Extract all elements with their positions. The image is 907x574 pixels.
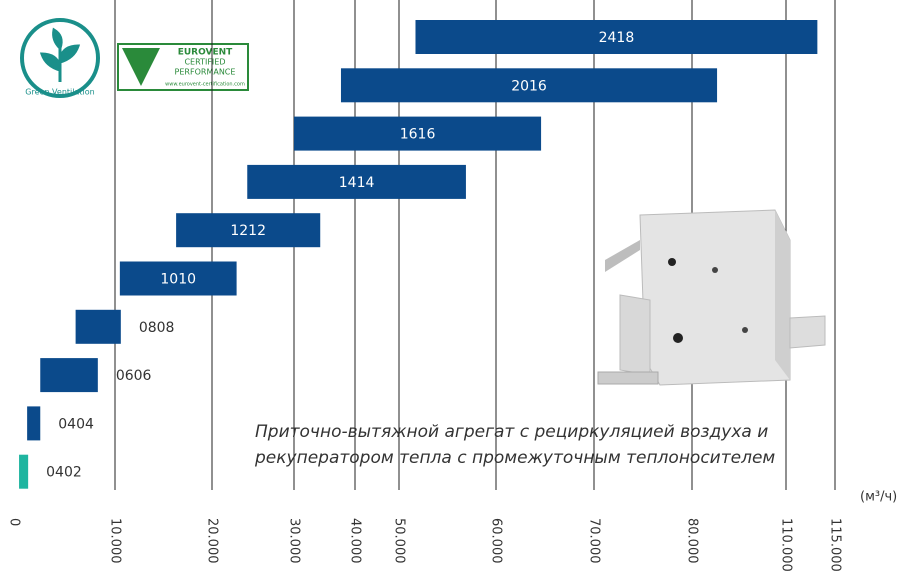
chart: Green Ventilation EUROVENT CERTIFIED PER… xyxy=(0,0,907,574)
logo-text: CERTIFIED xyxy=(184,58,225,67)
x-tick-label: 60.000 xyxy=(489,518,504,564)
bar-label: 1212 xyxy=(230,223,266,239)
bar xyxy=(19,455,28,489)
bar-label: 2016 xyxy=(511,78,547,94)
x-axis-label: (м³/ч) xyxy=(860,490,897,505)
bar-label: 0808 xyxy=(139,320,175,336)
bar-label: 0402 xyxy=(46,465,82,481)
x-tick-label: 115.000 xyxy=(828,518,843,572)
bar-label: 0404 xyxy=(58,416,94,432)
logo-text: PERFORMANCE xyxy=(175,68,236,77)
x-tick-label: 0 xyxy=(7,518,22,526)
logo-text: Green Ventilation xyxy=(25,88,94,97)
logo-text: EUROVENT xyxy=(178,48,233,58)
logo-text: www.eurovent-certification.com xyxy=(165,82,245,88)
bar xyxy=(40,358,98,392)
x-tick-label: 50.000 xyxy=(392,518,407,564)
bar xyxy=(76,310,121,344)
bar-label: 0606 xyxy=(116,368,152,384)
annotation: Приточно-вытяжной агрегат с рециркуляцие… xyxy=(255,422,768,442)
x-tick-label: 110.000 xyxy=(779,518,794,572)
bar xyxy=(27,406,40,440)
x-tick-label: 80.000 xyxy=(685,518,700,564)
bar-label: 2418 xyxy=(599,30,635,46)
x-tick-label: 30.000 xyxy=(287,518,302,564)
bar-label: 1414 xyxy=(339,175,375,191)
bar-label: 1010 xyxy=(160,272,196,288)
bar-label: 1616 xyxy=(400,127,436,143)
product-image xyxy=(598,210,825,385)
x-tick-label: 70.000 xyxy=(587,518,602,564)
green-logo: Green Ventilation xyxy=(22,20,98,97)
x-tick-label: 10.000 xyxy=(108,518,123,564)
eurovent-logo: EUROVENT CERTIFIED PERFORMANCE www.eurov… xyxy=(118,44,248,90)
x-tick-label: 20.000 xyxy=(205,518,220,564)
x-tick-label: 40.000 xyxy=(348,518,363,564)
annotation: рекуператором тепла с промежуточным тепл… xyxy=(254,448,775,468)
